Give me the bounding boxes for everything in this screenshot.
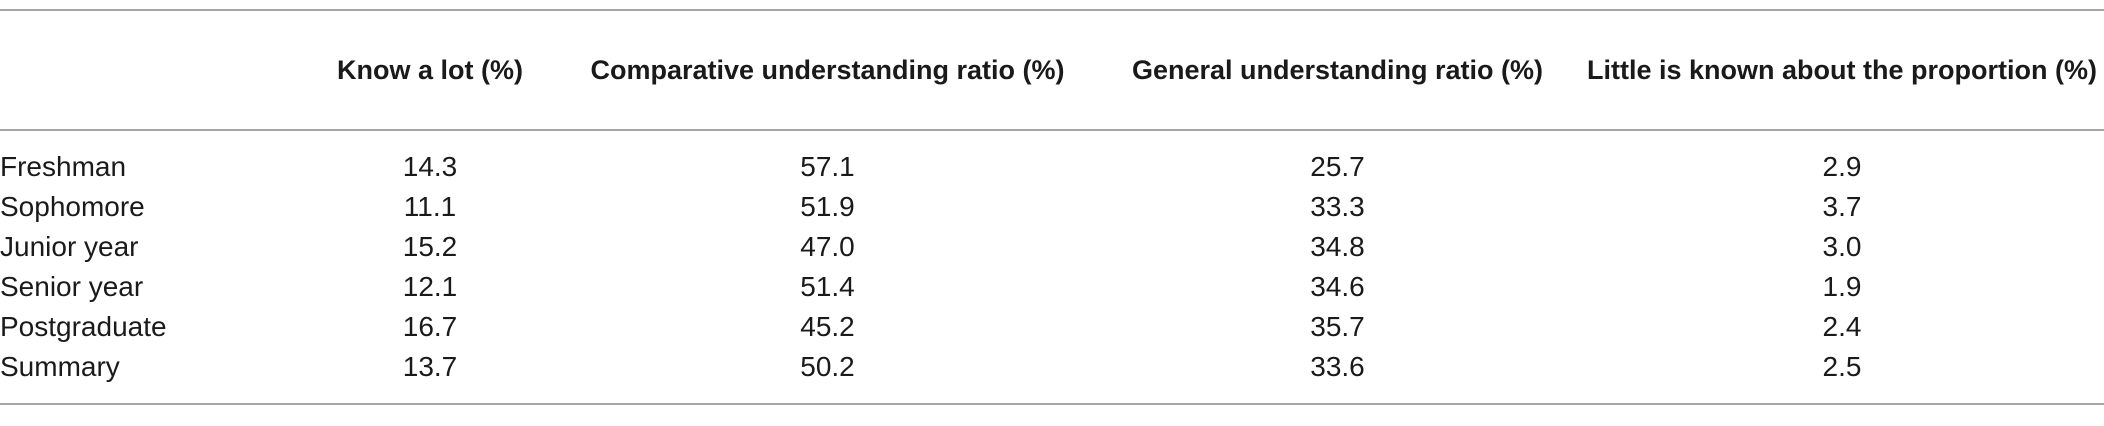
table-cell: 13.7	[402, 351, 458, 382]
row-label: Senior year	[0, 271, 144, 302]
table-row: Postgraduate 16.7 45.2 35.7 2.4	[0, 307, 2104, 347]
table-body: Freshman 14.3 57.1 25.7 2.9 Sophomore 11…	[0, 130, 2104, 404]
table-cell: 51.4	[800, 271, 855, 302]
header-cell-little-known: Little is known about the proportion (%)	[1587, 55, 2097, 85]
table-cell: 12.1	[402, 271, 458, 302]
table-cell: 35.7	[1310, 311, 1365, 342]
table-cell: 45.2	[800, 311, 855, 342]
row-label: Junior year	[0, 231, 139, 262]
row-label: Summary	[0, 351, 120, 382]
data-table: Know a lot (%) Comparative understanding…	[0, 9, 2104, 405]
table-cell: 11.1	[403, 191, 457, 222]
table-row: Senior year 12.1 51.4 34.6 1.9	[0, 267, 2104, 307]
table-cell: 2.4	[1822, 311, 1862, 342]
table-cell: 51.9	[800, 191, 855, 222]
table-cell: 34.6	[1310, 271, 1365, 302]
header-cell-know-a-lot: Know a lot (%)	[337, 55, 523, 85]
header-cell-general-understanding: General understanding ratio (%)	[1131, 55, 1544, 85]
table-cell: 47.0	[800, 231, 855, 262]
table-cell: 14.3	[402, 151, 458, 182]
table-cell: 2.5	[1822, 351, 1862, 382]
table-cell: 33.3	[1310, 191, 1365, 222]
table-cell: 33.6	[1310, 351, 1365, 382]
table-row: Junior year 15.2 47.0 34.8 3.0	[0, 227, 2104, 267]
table-header: Know a lot (%) Comparative understanding…	[0, 10, 2104, 130]
table-cell: 3.7	[1822, 191, 1862, 222]
table-cell: 50.2	[800, 351, 855, 382]
row-label: Postgraduate	[0, 311, 167, 342]
table-cell: 15.2	[402, 231, 458, 262]
header-cell-stub	[0, 10, 300, 130]
table-cell: 1.9	[1822, 271, 1862, 302]
header-cell-comparative-understanding: Comparative understanding ratio (%)	[590, 55, 1065, 85]
header-row: Know a lot (%) Comparative understanding…	[0, 10, 2104, 130]
table-cell: 25.7	[1310, 151, 1365, 182]
table-cell: 2.9	[1822, 151, 1862, 182]
row-label: Freshman	[0, 151, 127, 182]
table-cell: 16.7	[402, 311, 458, 342]
table-cell: 3.0	[1822, 231, 1862, 262]
row-label: Sophomore	[0, 191, 145, 222]
table-row: Summary 13.7 50.2 33.6 2.5	[0, 347, 2104, 404]
table-cell: 57.1	[800, 151, 855, 182]
table-cell: 34.8	[1310, 231, 1365, 262]
table-row: Sophomore 11.1 51.9 33.3 3.7	[0, 187, 2104, 227]
table-row: Freshman 14.3 57.1 25.7 2.9	[0, 130, 2104, 187]
